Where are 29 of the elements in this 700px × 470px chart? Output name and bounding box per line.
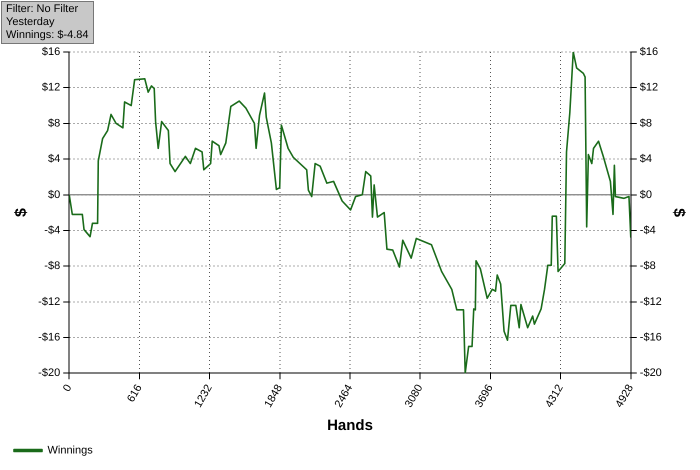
y2-tick-label: -$4 (640, 224, 656, 236)
y-tick-label: $0 (48, 188, 60, 201)
y-tick-label: -$4 (44, 224, 60, 236)
y2-tick-label: $16 (640, 46, 658, 58)
text: Winnings: $-4.84 (6, 29, 89, 42)
x-tick-label: 0 (60, 382, 74, 394)
y-tick-label: $8 (48, 117, 60, 130)
y-tick-label: -$20 (38, 367, 60, 380)
y2-tick-label: $4 (640, 153, 652, 166)
x-tick-label: 616 (125, 382, 145, 404)
legend-label: Winnings (48, 444, 94, 457)
y2-axis-title: $ (670, 208, 687, 218)
y-tick-label: $4 (48, 153, 60, 166)
y2-tick-label: -$16 (640, 332, 662, 344)
y2-tick-label: -$8 (640, 260, 656, 272)
y-axis-title: $ (13, 208, 30, 218)
y-tick-label: -$16 (38, 332, 60, 344)
y-tick-label: -$8 (44, 260, 60, 272)
x-axis-title: Hands (327, 417, 373, 434)
y-tick-label: $12 (42, 82, 60, 94)
y2-tick-label: -$12 (640, 296, 662, 308)
text: Filter: No Filter (6, 3, 80, 16)
y2-tick-label: -$20 (640, 367, 662, 380)
y2-tick-label: $12 (640, 82, 658, 94)
y2-tick-label: $0 (640, 188, 652, 201)
y-tick-label: -$12 (38, 296, 60, 308)
y-tick-label: $16 (42, 46, 60, 58)
text: Yesterday (6, 16, 56, 29)
y2-tick-label: $8 (640, 117, 652, 130)
